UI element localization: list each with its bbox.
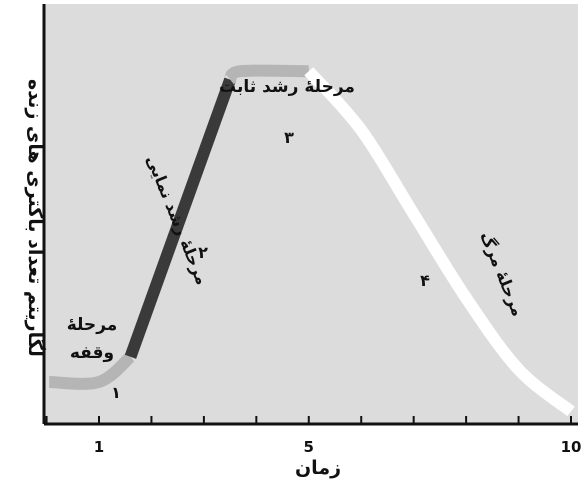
phase-1-name-line-2: وقفه: [70, 343, 114, 363]
x-ticks: [45, 416, 572, 424]
y-axis-label: لگاریتم تعداد باکتری های زنده: [24, 79, 47, 357]
phase-4-curve: [304, 67, 575, 417]
phase-3-number: ۳: [284, 128, 294, 147]
phase-3-curve: [224, 64, 309, 85]
phase-1-number: ۱: [111, 383, 121, 402]
phase-2-number: ۲: [198, 243, 208, 262]
x-tick-label: 10: [561, 438, 582, 456]
phase-1-curve: [48, 352, 135, 390]
phase-2-curve: [124, 77, 236, 359]
growth-curve: [48, 64, 575, 417]
phase-1-name-line-1: مرحلهٔ: [67, 315, 118, 335]
phase-4-number: ۴: [420, 271, 430, 290]
x-axis-label: زمان: [295, 457, 341, 479]
phase-3-name: مرحلهٔ رشد ثابت: [219, 77, 355, 97]
x-tick-labels: 1 5 10: [94, 438, 582, 456]
x-tick-label: 1: [94, 438, 104, 456]
x-tick-label: 5: [304, 438, 314, 456]
